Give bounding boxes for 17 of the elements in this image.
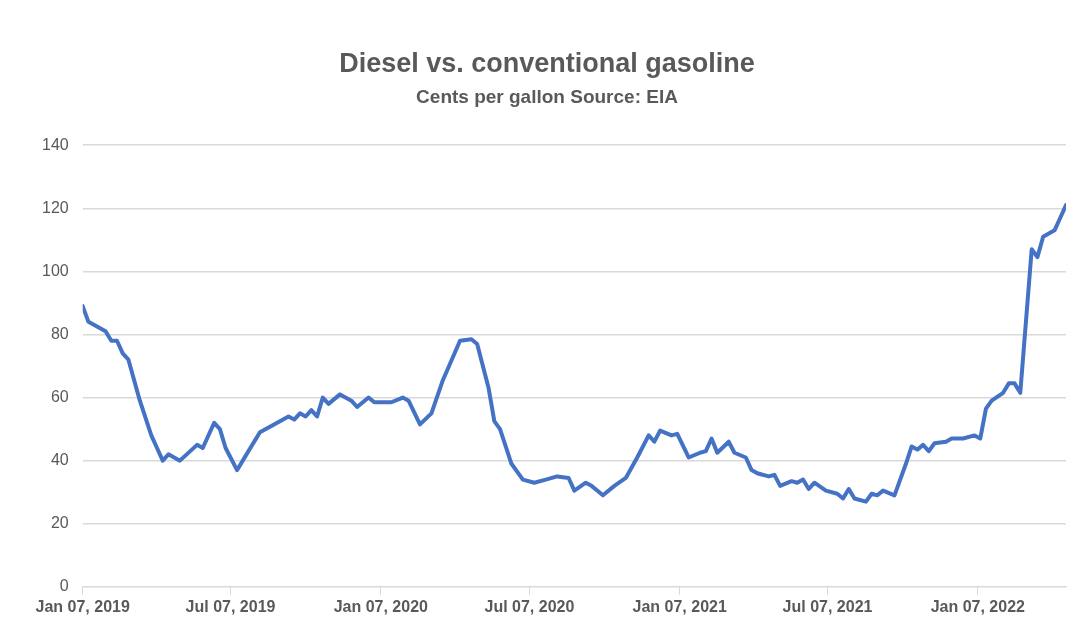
- x-tick-label: Jul 07, 2019: [185, 597, 276, 615]
- chart-title: Diesel vs. conventional gasoline: [339, 47, 755, 78]
- x-tick-label: Jul 07, 2021: [782, 597, 873, 615]
- y-tick-label: 40: [50, 451, 69, 469]
- x-tick-label: Jan 07, 2020: [333, 597, 429, 615]
- x-tick-label: Jul 07, 2020: [484, 597, 575, 615]
- y-tick-label: 0: [59, 577, 69, 595]
- y-tick-label: 20: [50, 514, 69, 532]
- y-tick-label: 80: [50, 324, 69, 342]
- y-tick-label: 100: [41, 261, 69, 279]
- chart-subtitle: Cents per gallon Source: EIA: [416, 86, 679, 108]
- x-tick-label: Jan 07, 2019: [35, 597, 130, 615]
- y-tick-label: 120: [41, 198, 69, 216]
- y-tick-label: 140: [41, 135, 69, 153]
- y-tick-label: 60: [50, 387, 69, 405]
- x-tick-label: Jan 07, 2021: [632, 597, 727, 615]
- x-tick-label: Jan 07, 2022: [930, 597, 1026, 615]
